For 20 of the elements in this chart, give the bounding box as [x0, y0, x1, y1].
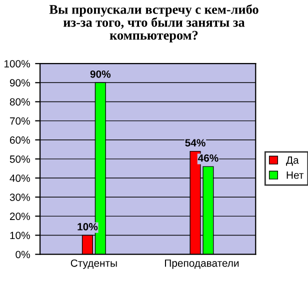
legend-label: Да — [286, 156, 299, 166]
y-tick-label: 10% — [10, 232, 30, 240]
y-tick-label: 50% — [10, 155, 30, 163]
x-tick-label: Преподаватели — [165, 260, 239, 269]
y-tick-label: 80% — [10, 98, 30, 106]
chart-title: Вы пропускали встречу с кем-либо из-за того, что были заняты за компьютером? — [49, 4, 258, 42]
y-tick-label: 60% — [10, 136, 30, 144]
y-tick-label: 30% — [10, 194, 30, 201]
y-tick-label: 70% — [10, 117, 30, 125]
data-label: 10% — [78, 223, 98, 230]
legend-label: Нет — [286, 172, 304, 179]
data-label: 54% — [185, 139, 206, 146]
y-tick-label: 90% — [10, 79, 30, 87]
data-label: 90% — [90, 70, 111, 78]
y-tick-label: 0% — [16, 250, 30, 258]
y-tick-label: 20% — [10, 212, 30, 220]
y-tick-label: 100% — [4, 60, 30, 68]
y-tick-label: 40% — [10, 174, 30, 182]
data-label: 46% — [198, 154, 218, 162]
x-tick-label: Студенты — [70, 259, 117, 269]
